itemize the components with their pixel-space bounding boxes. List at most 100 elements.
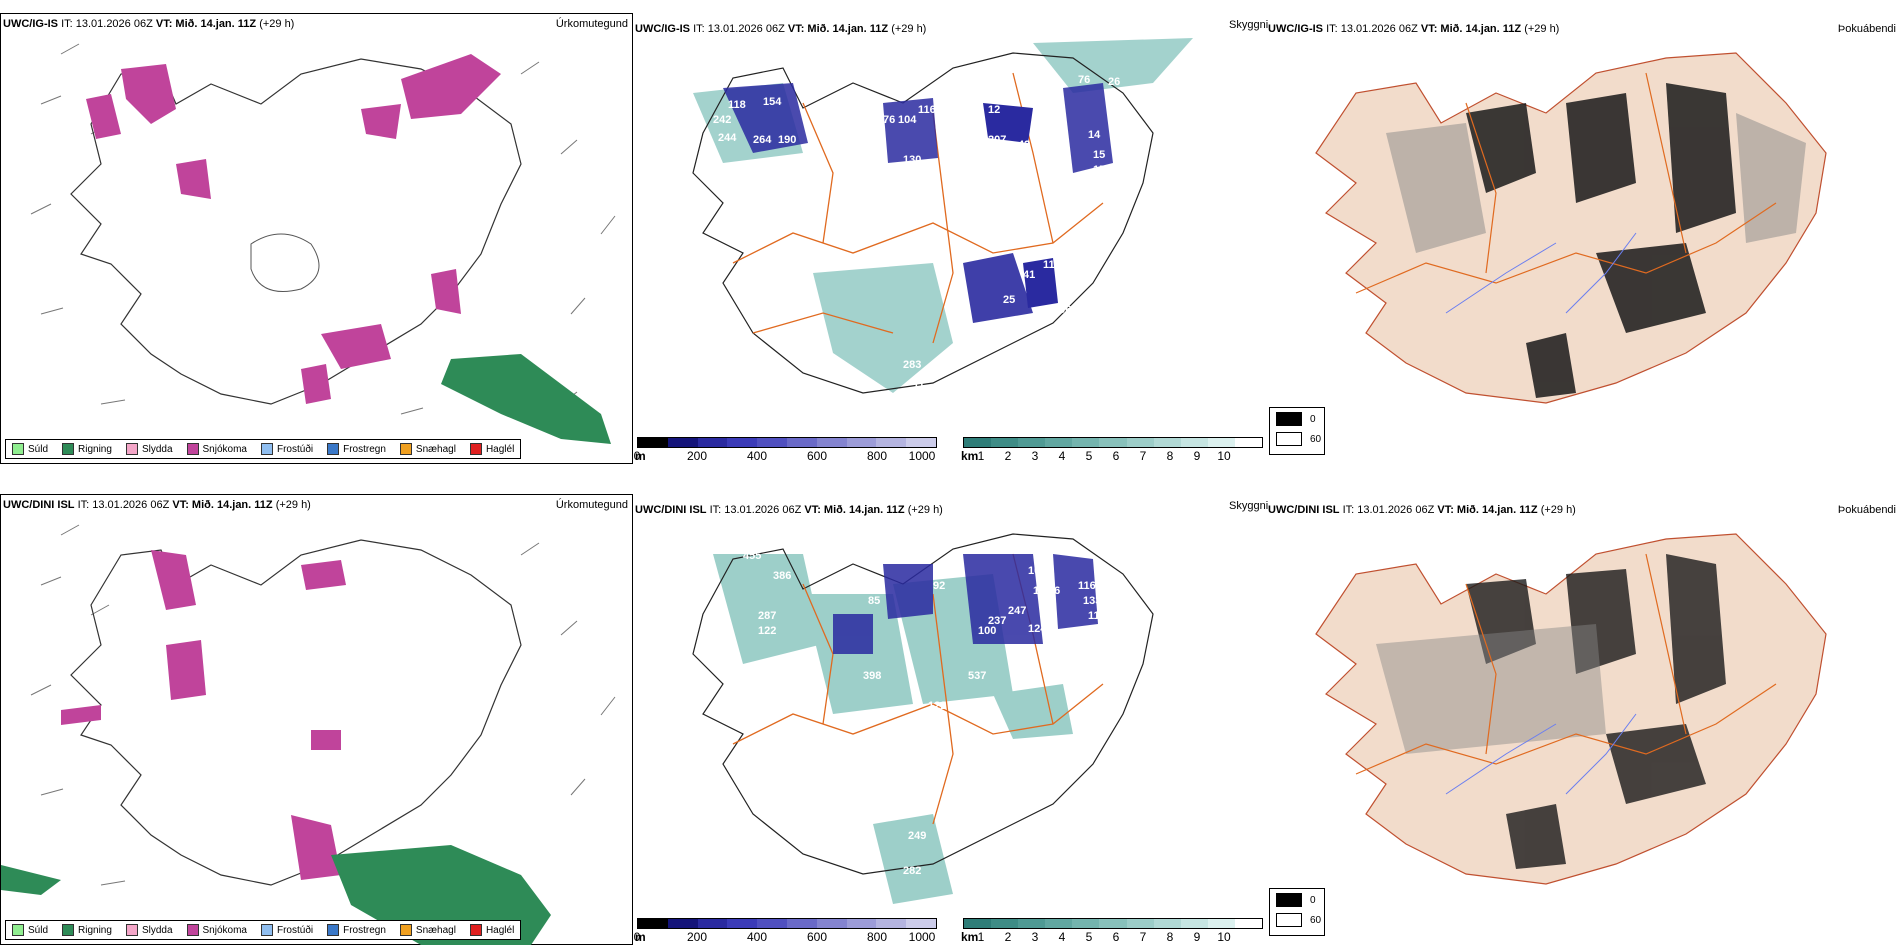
cloud-number: 242: [713, 114, 731, 126]
visibility-colorbar-cell: [1234, 919, 1263, 928]
precip-type-panel-row1: UWC/IG-IS IT: 13.01.2026 06Z VT: Mið. 14…: [0, 13, 633, 464]
cloud-visibility-panel-row1: UWC/IG-IS IT: 13.01.2026 06Z VT: Mið. 14…: [633, 13, 1268, 464]
cloud-base-colorbar-cell: [697, 919, 728, 928]
panel-title: Þokuábendi: [1837, 23, 1896, 35]
cloud-base-colorbar: 0 200 400 600 800 1000 m: [634, 918, 937, 944]
road-network: [1355, 553, 1777, 775]
legend-item: Frostúði: [260, 443, 313, 455]
cloud-number: 42: [1018, 139, 1030, 151]
cloud-number: 398: [863, 670, 881, 682]
cloud-base-colorbar-cell: [876, 438, 907, 447]
visibility-colorbar-cell: [1153, 919, 1181, 928]
fog-dark-areas: [1466, 554, 1726, 869]
cloud-number: 76: [883, 114, 895, 126]
cloud-number: 25: [1003, 294, 1015, 306]
tick-label: 6: [1112, 930, 1120, 944]
tick-label: 6: [1112, 449, 1120, 463]
cloud-base-colorbar-cell: [727, 919, 758, 928]
panel-title: Úrkomutegund: [555, 18, 628, 30]
unit-label: km: [961, 449, 979, 463]
tick-label: 10: [1217, 930, 1231, 944]
fog-key: 0 60: [1269, 407, 1325, 455]
road-network: [732, 72, 1104, 344]
cloud-number: 100: [978, 625, 996, 637]
tick-label: 800: [866, 930, 888, 944]
cloud-base-colorbar-cell: [667, 919, 698, 928]
fog-map: [1315, 52, 1827, 404]
legend-item: Súld: [12, 924, 48, 936]
legend-item: Súld: [12, 443, 48, 455]
visibility-colorbar-cell: [1072, 438, 1100, 447]
cloud-number: 190: [778, 134, 796, 146]
cloud-number: 244: [718, 132, 737, 144]
panel-header: UWC/IG-IS IT: 13.01.2026 06Z VT: Mið. 14…: [635, 23, 927, 35]
cloud-base-colorbar-cell: [697, 438, 728, 447]
visibility-colorbar-cells: [963, 437, 1263, 448]
legend-item: Snjókoma: [186, 443, 247, 455]
legend-item: Snæhagl: [399, 924, 456, 936]
cloud-number: 114: [1088, 610, 1107, 622]
tick-label: 10: [1217, 449, 1231, 463]
tick-label: 5: [1085, 930, 1093, 944]
legend-item: Snæhagl: [399, 443, 456, 455]
visibility-colorbar-cell: [991, 919, 1019, 928]
cloud-number: 122: [928, 700, 946, 712]
cloud-number-labels: 118 154 242 244 264 190 126 193 76 104 1…: [713, 74, 1120, 391]
precip-type-panel-row2: UWC/DINI ISL IT: 13.01.2026 06Z VT: Mið.…: [0, 494, 633, 945]
tick-label: 400: [746, 930, 768, 944]
tick-label: 1: [977, 930, 985, 944]
rivers: [1445, 232, 1637, 314]
cloud-number: 118: [728, 99, 746, 111]
cloud-number: 12: [988, 104, 1000, 116]
tick-label: 9: [1193, 449, 1201, 463]
legend-item: Frostúði: [260, 924, 313, 936]
tick-label: 600: [806, 930, 828, 944]
tick-label: 8: [1166, 449, 1174, 463]
rivers: [1445, 713, 1637, 795]
fog-key-low: 60: [1310, 433, 1322, 445]
visibility-colorbar-cell: [1180, 438, 1208, 447]
visibility-colorbar-cell: [1045, 438, 1073, 447]
cloud-number: 14: [1088, 129, 1101, 141]
visibility-colorbar: 1 2 3 4 5 6 7 8 9 10 km: [961, 437, 1263, 463]
iceland-coastline: [70, 539, 522, 886]
precip-legend: Súld Rigning Slydda Snjókoma Frostúði Fr…: [5, 439, 522, 459]
panel-title: Úrkomutegund: [555, 499, 628, 511]
rain-areas: [441, 354, 611, 444]
cloud-visibility-map: 455 386 287 122 65 85 92 107 110 56 116 …: [692, 533, 1154, 904]
tick-label: 1000: [908, 930, 936, 944]
cloud-number: 386: [773, 570, 791, 582]
visibility-colorbar: 1 2 3 4 5 6 7 8 9 10 km: [961, 918, 1263, 944]
cloud-base-colorbar-cell: [786, 438, 817, 447]
fog-key: 0 60: [1269, 888, 1325, 936]
tick-label: 3: [1031, 449, 1039, 463]
tick-label: 7: [1139, 930, 1147, 944]
cloud-base-colorbar-cell: [906, 919, 936, 928]
tick-label: 1: [977, 449, 985, 463]
cloud-number: 15: [1093, 164, 1105, 176]
panel-header: UWC/IG-IS IT: 13.01.2026 06Z VT: Mið. 14…: [1268, 23, 1560, 35]
fog-key-high: 0: [1310, 894, 1316, 906]
cloud-base-colorbar-cell: [638, 438, 668, 447]
visibility-colorbar-cells: [963, 918, 1263, 929]
cloud-visibility-map: 118 154 242 244 264 190 126 193 76 104 1…: [692, 38, 1193, 394]
cloud-number: 126: [768, 184, 786, 196]
fog-dark-areas: [1466, 83, 1736, 398]
legend-item: Frostregn: [327, 443, 386, 455]
cloud-base-areas: [833, 554, 1098, 654]
fog-grey-areas: [1386, 113, 1806, 253]
panel-title: Skyggni: [1229, 500, 1269, 512]
tick-label: 400: [746, 449, 768, 463]
glacier-outline: [250, 233, 320, 292]
cloud-number: 76: [1078, 74, 1090, 86]
cloud-base-areas: [723, 83, 1113, 323]
cloud-base-colorbar-cell: [876, 919, 907, 928]
cloud-number: 104: [898, 114, 917, 126]
cloud-number: 154: [763, 96, 782, 108]
tick-label: 4: [1058, 449, 1066, 463]
road-network: [1355, 72, 1777, 294]
panel-header: UWC/DINI ISL IT: 13.01.2026 06Z VT: Mið.…: [3, 499, 311, 511]
visibility-colorbar-cell: [1072, 919, 1100, 928]
cloud-number: 106: [1053, 304, 1071, 316]
cloud-base-colorbar-cell: [816, 438, 847, 447]
